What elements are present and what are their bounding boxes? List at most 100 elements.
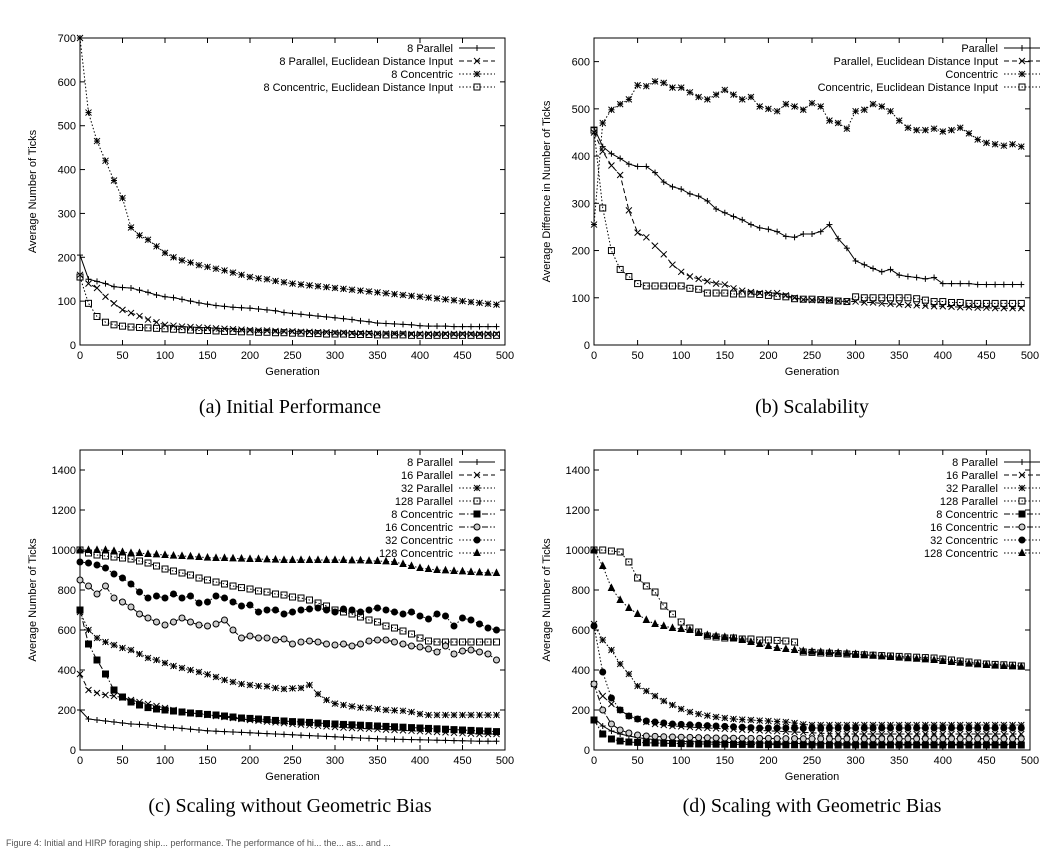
data-point xyxy=(382,289,390,297)
data-point xyxy=(921,724,929,732)
data-point xyxy=(817,103,825,110)
data-point xyxy=(178,257,186,264)
data-point xyxy=(468,738,474,744)
data-point xyxy=(119,693,126,701)
x-tick-label: 250 xyxy=(803,350,821,362)
data-point xyxy=(178,614,186,622)
data-point xyxy=(136,323,143,331)
data-point xyxy=(642,717,650,725)
data-point xyxy=(590,126,598,134)
y-tick-label: 1400 xyxy=(52,465,76,477)
data-point xyxy=(852,107,859,115)
data-point xyxy=(365,556,373,564)
data-point xyxy=(686,190,693,197)
data-point xyxy=(382,636,390,644)
data-point xyxy=(808,99,816,107)
data-point xyxy=(782,100,790,108)
series-128-parallel xyxy=(590,546,1025,670)
legend-marker xyxy=(1018,83,1026,91)
data-point xyxy=(246,714,254,722)
data-point xyxy=(280,610,288,618)
data-point xyxy=(642,282,650,290)
data-point xyxy=(400,321,406,328)
data-point xyxy=(625,96,633,103)
data-point xyxy=(896,272,903,279)
data-point xyxy=(590,680,598,688)
data-point xyxy=(808,724,816,732)
x-tick-label: 50 xyxy=(116,350,128,362)
data-point xyxy=(161,249,169,257)
data-point xyxy=(747,637,755,645)
data-point xyxy=(340,720,347,728)
data-point xyxy=(485,738,491,745)
data-point xyxy=(625,558,633,566)
data-point xyxy=(712,734,720,742)
data-point xyxy=(475,567,484,576)
data-point xyxy=(127,548,135,556)
x-tick-label: 350 xyxy=(368,755,386,767)
legend-label: 8 Parallel xyxy=(407,43,453,55)
data-point xyxy=(323,330,330,338)
data-point xyxy=(161,325,169,333)
data-point xyxy=(834,648,842,656)
y-tick-label: 200 xyxy=(572,246,590,258)
data-point xyxy=(357,735,364,741)
data-point xyxy=(416,293,424,301)
data-point xyxy=(895,741,903,749)
x-tick-label: 400 xyxy=(934,755,952,767)
data-point xyxy=(195,574,203,582)
data-point xyxy=(747,221,754,228)
data-point xyxy=(651,619,659,627)
data-point xyxy=(263,275,271,283)
data-point xyxy=(695,721,703,729)
data-point xyxy=(383,736,389,742)
data-point xyxy=(187,571,194,579)
data-point xyxy=(399,627,407,635)
data-point xyxy=(869,294,877,302)
x-axis-label: Generation xyxy=(785,366,839,378)
data-point xyxy=(721,289,729,297)
data-point xyxy=(221,594,228,602)
data-point xyxy=(616,265,624,273)
data-point xyxy=(153,656,160,664)
data-point xyxy=(323,283,330,291)
data-point xyxy=(340,605,347,613)
data-point xyxy=(791,724,799,732)
data-point xyxy=(878,103,886,110)
data-point xyxy=(608,150,615,157)
data-point xyxy=(720,632,729,640)
data-point xyxy=(808,735,816,743)
data-point xyxy=(774,228,781,235)
data-point xyxy=(85,276,92,283)
data-point xyxy=(817,741,825,749)
data-point xyxy=(170,322,177,330)
data-point xyxy=(400,736,406,743)
data-point xyxy=(965,658,973,667)
data-point xyxy=(468,323,474,330)
data-point xyxy=(246,554,254,562)
data-point xyxy=(886,652,895,660)
legend-label: 8 Concentric xyxy=(391,69,453,81)
data-point xyxy=(484,650,492,658)
data-point xyxy=(660,79,668,87)
data-point xyxy=(161,659,169,667)
data-point xyxy=(127,698,135,706)
data-point xyxy=(852,293,860,301)
y-tick-label: 600 xyxy=(58,625,76,637)
data-point xyxy=(808,295,816,303)
data-point xyxy=(843,298,851,305)
data-point xyxy=(144,654,152,662)
data-point xyxy=(738,716,746,723)
data-point xyxy=(651,78,659,85)
data-point xyxy=(617,155,624,162)
data-point xyxy=(450,638,458,646)
data-point xyxy=(340,640,347,648)
data-point xyxy=(860,741,868,749)
panel-scalability: 0 50 100 150 200 250 300 350 400 450 500 0 100 200 300… xyxy=(541,37,1040,418)
data-point xyxy=(459,711,466,719)
data-point xyxy=(782,292,790,299)
data-point xyxy=(85,686,92,694)
data-point xyxy=(703,630,712,638)
data-point xyxy=(238,714,245,722)
data-point xyxy=(773,107,781,115)
